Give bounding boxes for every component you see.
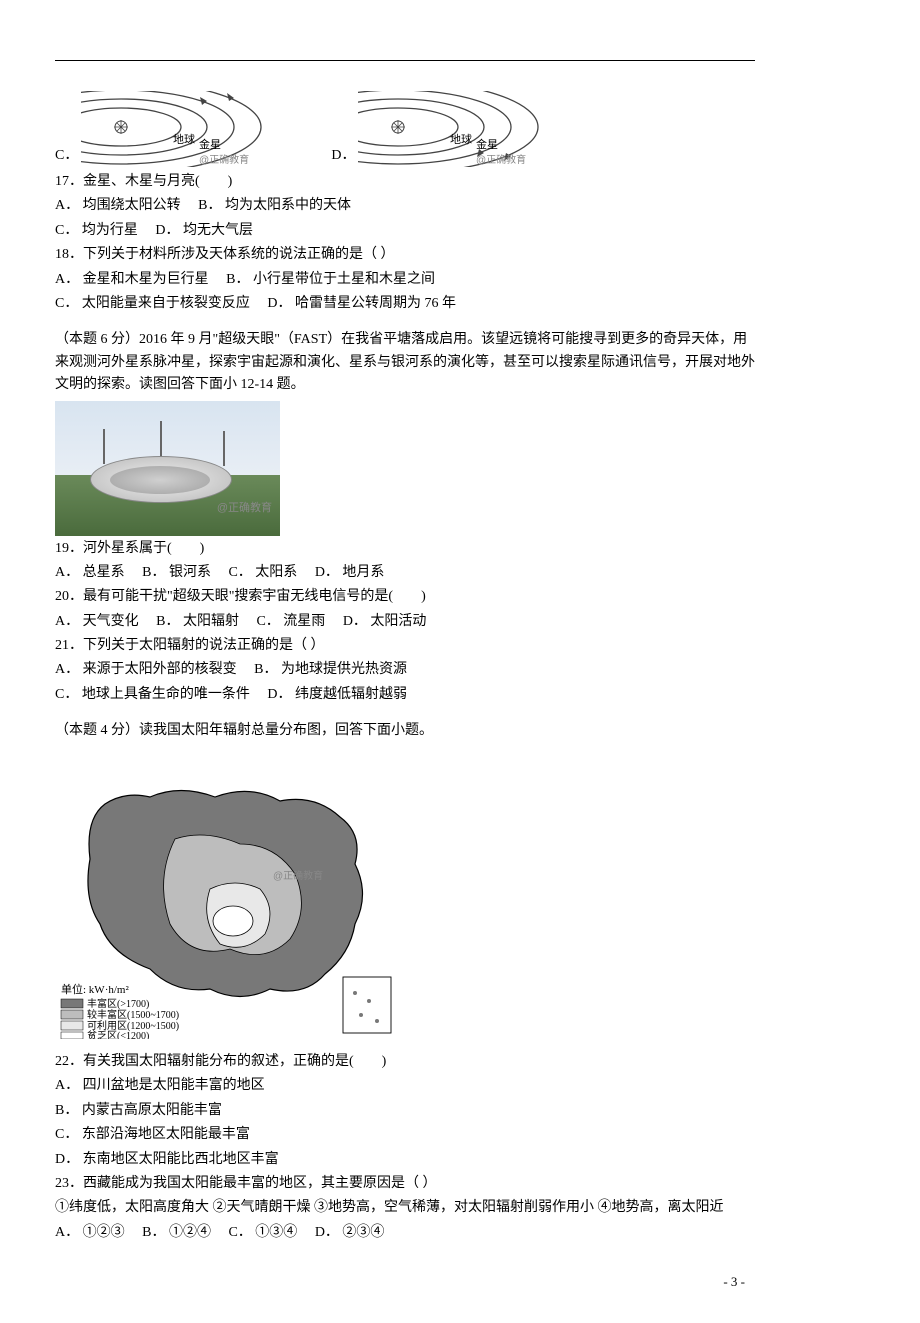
- question-18-options-row1: A． 金星和木星为巨行星 B． 小行星带位于土星和木星之间: [55, 269, 755, 291]
- question-17-options-row2: C． 均为行星 D． 均无大气层: [55, 220, 755, 242]
- q17-opt-c: C． 均为行星: [55, 223, 138, 238]
- q18-opt-c: C． 太阳能量来自于核裂变反应: [55, 296, 250, 311]
- passage-solar: （本题 4 分）读我国太阳年辐射总量分布图，回答下面小题。: [55, 720, 755, 742]
- fast-photo: @正确教育: [55, 401, 280, 536]
- legend-poor: 贫乏区(<1200): [87, 1029, 149, 1039]
- orbit-label-earth-d: 地球: [450, 132, 472, 146]
- fast-photo-watermark: @正确教育: [217, 500, 272, 518]
- question-20-stem: 20．最有可能干扰"超级天眼"搜索宇宙无线电信号的是( ): [55, 586, 755, 608]
- question-17-options-row1: A． 均围绕太阳公转 B． 均为太阳系中的天体: [55, 195, 755, 217]
- q21-opt-c: C． 地球上具备生命的唯一条件: [55, 687, 250, 702]
- map-inset-frame: [343, 977, 391, 1033]
- question-21-stem: 21．下列关于太阳辐射的说法正确的是（ ）: [55, 635, 755, 657]
- orbit-svg-c: 地球 金星 @正确教育: [81, 91, 281, 167]
- map-poor-region: [213, 906, 253, 936]
- q20-opt-a: A． 天气变化: [55, 614, 139, 629]
- q19-opt-b: B． 银河系: [142, 565, 211, 580]
- q22-opt-b: B． 内蒙古高原太阳能丰富: [55, 1100, 755, 1122]
- question-23-reasons: ①纬度低，太阳高度角大 ②天气晴朗干燥 ③地势高，空气稀薄，对太阳辐射削弱作用小…: [55, 1197, 755, 1219]
- orbit-diagram-c: 地球 金星 @正确教育: [81, 91, 281, 167]
- orbit-watermark-d: @正确教育: [476, 153, 526, 166]
- q21-opt-d: D． 纬度越低辐射越弱: [267, 687, 407, 702]
- map-watermark: @正确教育: [273, 869, 323, 882]
- question-22-stem: 22．有关我国太阳辐射能分布的叙述，正确的是( ): [55, 1051, 755, 1073]
- q23-opt-d: D． ②③④: [315, 1225, 385, 1240]
- question-19-stem: 19．河外星系属于( ): [55, 538, 755, 560]
- question-21-options-row1: A． 来源于太阳外部的核裂变 B． 为地球提供光热资源: [55, 659, 755, 681]
- photo-dish-inner: [110, 466, 210, 494]
- china-solar-map: @正确教育 单位: kW·h/m² 丰富区(>1700) 较丰富区(1500~1…: [55, 749, 395, 1047]
- question-19-options: A． 总星系 B． 银河系 C． 太阳系 D． 地月系: [55, 562, 755, 584]
- q17-opt-b: B． 均为太阳系中的天体: [198, 198, 351, 213]
- q19-opt-d: D． 地月系: [315, 565, 385, 580]
- orbit-label-venus-d: 金星: [476, 137, 498, 151]
- orbit-label-earth: 地球: [173, 132, 195, 146]
- q20-opt-c: C． 流星雨: [256, 614, 325, 629]
- q17-opt-a: A． 均围绕太阳公转: [55, 198, 181, 213]
- page-number: - 3 -: [55, 1272, 755, 1293]
- q23-opt-b: B． ①②④: [142, 1225, 211, 1240]
- orbit-watermark-c: @正确教育: [199, 153, 249, 166]
- map-unit-label: 单位: kW·h/m²: [61, 982, 129, 996]
- q23-opt-a: A． ①②③: [55, 1225, 125, 1240]
- q22-opt-a: A． 四川盆地是太阳能丰富的地区: [55, 1075, 755, 1097]
- q18-opt-a: A． 金星和木星为巨行星: [55, 272, 209, 287]
- legend-rich: 丰富区(>1700): [87, 997, 149, 1010]
- china-map-svg: @正确教育 单位: kW·h/m² 丰富区(>1700) 较丰富区(1500~1…: [55, 749, 395, 1039]
- photo-tower: [223, 431, 225, 466]
- q22-opt-d: D． 东南地区太阳能比西北地区丰富: [55, 1149, 755, 1171]
- passage-fast: （本题 6 分）2016 年 9 月"超级天眼"（FAST）在我省平塘落成启用。…: [55, 329, 755, 396]
- q19-opt-c: C． 太阳系: [228, 565, 297, 580]
- question-18-stem: 18．下列关于材料所涉及天体系统的说法正确的是（ ）: [55, 244, 755, 266]
- orbit-label-venus: 金星: [199, 137, 221, 151]
- photo-tower: [103, 429, 105, 464]
- question-23-stem: 23．西藏能成为我国太阳能最丰富的地区，其主要原因是（ ）: [55, 1173, 755, 1195]
- option-c-label: C．: [55, 145, 78, 167]
- legend-mod: 较丰富区(1500~1700): [87, 1008, 179, 1021]
- q19-opt-a: A． 总星系: [55, 565, 125, 580]
- question-23-options: A． ①②③ B． ①②④ C． ①③④ D． ②③④: [55, 1222, 755, 1244]
- q17-opt-d: D． 均无大气层: [155, 223, 253, 238]
- orbit-diagram-d: 地球 金星 @正确教育: [358, 91, 558, 167]
- question-17-stem: 17．金星、木星与月亮( ): [55, 171, 755, 193]
- question-18-options-row2: C． 太阳能量来自于核裂变反应 D． 哈雷彗星公转周期为 76 年: [55, 293, 755, 315]
- orbit-option-row: C． 地球 金星 @正确教育 D． 地球 金: [55, 91, 755, 167]
- q20-opt-d: D． 太阳活动: [343, 614, 427, 629]
- option-d-label: D．: [331, 145, 355, 167]
- q21-opt-a: A． 来源于太阳外部的核裂变: [55, 662, 237, 677]
- orbit-svg-d: 地球 金星 @正确教育: [358, 91, 558, 167]
- q18-opt-b: B． 小行星带位于土星和木星之间: [226, 272, 435, 287]
- question-20-options: A． 天气变化 B． 太阳辐射 C． 流星雨 D． 太阳活动: [55, 611, 755, 633]
- top-horizontal-rule: [55, 60, 755, 61]
- q20-opt-b: B． 太阳辐射: [156, 614, 239, 629]
- question-21-options-row2: C． 地球上具备生命的唯一条件 D． 纬度越低辐射越弱: [55, 684, 755, 706]
- q22-opt-c: C． 东部沿海地区太阳能最丰富: [55, 1124, 755, 1146]
- q23-opt-c: C． ①③④: [228, 1225, 297, 1240]
- q18-opt-d: D． 哈雷彗星公转周期为 76 年: [267, 296, 456, 311]
- q21-opt-b: B． 为地球提供光热资源: [254, 662, 407, 677]
